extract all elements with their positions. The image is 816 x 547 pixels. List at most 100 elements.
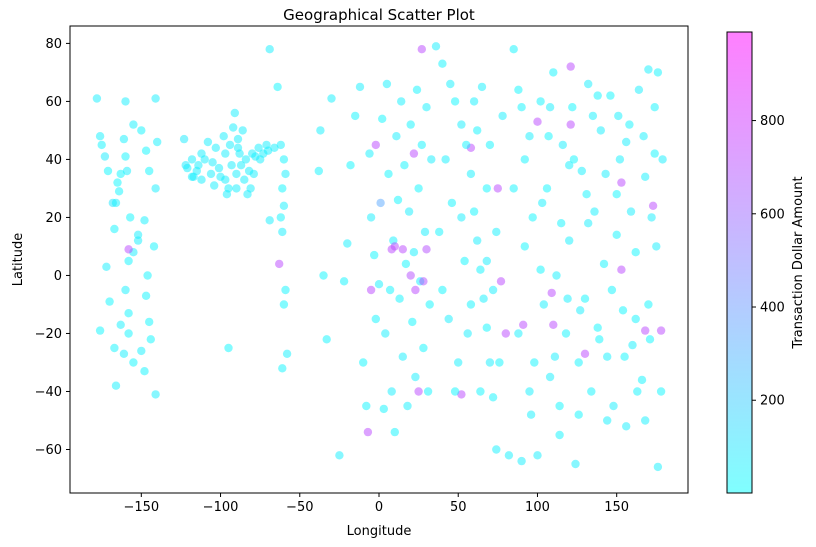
data-point (146, 335, 155, 344)
colorbar-gradient (726, 31, 753, 494)
x-tick-label: 50 (450, 500, 467, 515)
data-point (409, 248, 419, 257)
data-point (179, 134, 189, 144)
data-point (335, 451, 344, 460)
data-point (141, 146, 151, 155)
data-point (281, 169, 290, 179)
data-point (316, 126, 325, 135)
data-point (265, 216, 274, 225)
data-point (133, 230, 143, 239)
data-point (374, 280, 384, 289)
data-point (376, 198, 385, 208)
data-point (641, 326, 650, 335)
data-point (603, 352, 612, 361)
data-point (565, 236, 574, 245)
data-point (145, 317, 154, 327)
data-point (398, 245, 407, 254)
data-point (241, 155, 251, 164)
data-point (495, 358, 504, 367)
data-point (450, 387, 460, 396)
data-point (658, 155, 667, 164)
data-point (189, 172, 198, 181)
data-point (194, 161, 203, 170)
data-point (528, 213, 537, 222)
data-point (151, 94, 160, 103)
data-point (275, 259, 284, 269)
data-point (129, 358, 138, 367)
data-point (137, 346, 146, 356)
data-point (121, 285, 130, 295)
y-axis-ticks: −60 −40 −20 0 20 40 60 80 (35, 37, 70, 458)
data-point (423, 387, 433, 396)
data-point (582, 190, 591, 199)
data-point (469, 207, 479, 216)
data-point (404, 207, 414, 216)
data-point (555, 430, 564, 440)
data-point (574, 358, 583, 367)
data-point (339, 277, 349, 286)
data-point (446, 79, 455, 89)
data-point (214, 163, 224, 173)
data-point (230, 108, 239, 118)
data-point (408, 317, 417, 327)
data-point (460, 256, 469, 266)
data-point (563, 294, 572, 303)
data-point (278, 364, 287, 373)
data-point (401, 259, 411, 269)
plot-frame (69, 25, 689, 494)
data-point (282, 349, 292, 358)
data-point (221, 175, 230, 184)
data-point (501, 329, 510, 338)
x-axis-ticks: −150 −100 −50 0 50 100 150 (123, 493, 629, 515)
data-point (639, 132, 648, 141)
data-point (153, 137, 162, 147)
data-point (92, 94, 102, 103)
data-point (492, 445, 501, 454)
data-point (644, 65, 653, 74)
data-point (140, 216, 149, 225)
data-point (653, 68, 663, 77)
x-tick-label: −50 (286, 500, 313, 515)
data-point (631, 314, 640, 324)
data-point (197, 175, 206, 184)
data-point (509, 45, 518, 54)
data-point (576, 306, 585, 315)
data-point (618, 306, 628, 315)
data-point (587, 387, 596, 396)
x-tick-label: 150 (604, 500, 629, 515)
data-point (476, 265, 485, 274)
data-point (590, 207, 599, 216)
data-point (622, 422, 631, 431)
data-point (384, 169, 393, 179)
colorbar: 200 400 600 800 (726, 31, 785, 494)
data-point (314, 166, 323, 176)
data-point (565, 161, 574, 170)
data-point (281, 285, 290, 295)
data-point (520, 242, 529, 251)
data-point (122, 166, 132, 176)
data-point (457, 390, 466, 399)
data-point (126, 213, 135, 222)
data-point (542, 184, 552, 193)
data-point (631, 248, 640, 257)
data-point (462, 140, 471, 150)
data-point (143, 271, 152, 280)
data-point (221, 149, 230, 158)
data-point (603, 416, 612, 425)
data-point (232, 184, 241, 193)
data-point (485, 140, 495, 150)
data-point (414, 387, 423, 396)
data-point (278, 184, 287, 193)
data-point (387, 387, 396, 396)
data-point (133, 236, 143, 245)
data-point (111, 198, 121, 208)
data-point (95, 132, 105, 141)
data-point (492, 227, 501, 237)
data-point (151, 184, 160, 193)
data-point (124, 245, 133, 254)
data-point (606, 91, 615, 100)
data-point (236, 161, 246, 170)
data-point (225, 140, 235, 150)
data-point (431, 42, 441, 51)
